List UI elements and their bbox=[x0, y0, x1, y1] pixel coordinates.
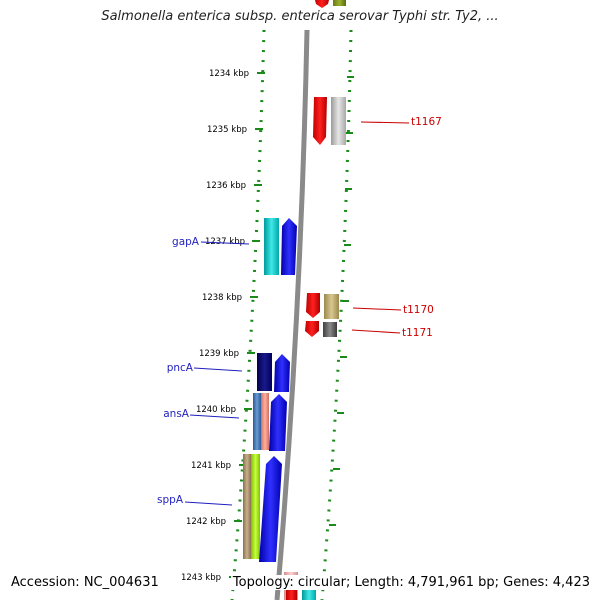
tick-label: 1238 kbp bbox=[202, 293, 242, 303]
gene-feature-red[interactable] bbox=[313, 97, 327, 145]
tick-label: 1239 kbp bbox=[199, 349, 239, 359]
ruler-ticks bbox=[229, 72, 265, 578]
gene-feature-khaki[interactable] bbox=[324, 294, 339, 319]
gene-feature-red[interactable] bbox=[305, 321, 319, 337]
gene-feature-lime[interactable] bbox=[251, 454, 260, 559]
gene-feature-gray[interactable] bbox=[331, 97, 346, 145]
tick-label: 1235 kbp bbox=[207, 125, 247, 135]
leader-lines-right bbox=[351, 121, 410, 334]
tick-label: 1243 kbp bbox=[181, 573, 221, 583]
accession-label: Accession: NC_004631 bbox=[9, 575, 161, 590]
gene-feature-red[interactable] bbox=[286, 590, 297, 600]
tick-label: 1242 kbp bbox=[186, 517, 226, 527]
map-title: Salmonella enterica subsp. enterica sero… bbox=[101, 9, 499, 24]
tick-label: 1237 kbp bbox=[205, 237, 245, 247]
gene-feature-dark-gray[interactable] bbox=[323, 322, 337, 337]
gene-feature-blue[interactable] bbox=[281, 218, 297, 275]
gene-feature-blue[interactable] bbox=[269, 394, 287, 451]
gene-feature-cyan[interactable] bbox=[264, 218, 279, 275]
leader-lines-left bbox=[184, 241, 250, 506]
tick-label: 1240 kbp bbox=[196, 405, 236, 415]
genome-backbone bbox=[274, 29, 310, 600]
right-guide-track bbox=[320, 29, 353, 600]
gene-label-gapA[interactable]: gapA bbox=[172, 236, 200, 248]
gene-feature-salmon[interactable] bbox=[261, 393, 269, 450]
topology-label: Topology: circular; Length: 4,791,961 bp… bbox=[230, 575, 592, 590]
gene-feature-blue[interactable] bbox=[274, 354, 290, 392]
tick-label: 1241 kbp bbox=[191, 461, 231, 471]
gene-feature-blue[interactable] bbox=[259, 456, 282, 562]
gene-label-t1170[interactable]: t1170 bbox=[403, 304, 434, 316]
gene-feature-navy[interactable] bbox=[257, 353, 272, 391]
gene-label-sppA[interactable]: sppA bbox=[157, 494, 184, 506]
gene-label-t1171[interactable]: t1171 bbox=[402, 327, 433, 339]
tick-label: 1234 kbp bbox=[209, 69, 249, 79]
left-guide-track bbox=[230, 29, 266, 600]
gene-feature-red[interactable] bbox=[306, 293, 320, 318]
gene-feature-tan[interactable] bbox=[243, 454, 251, 559]
gene-feature-red[interactable] bbox=[315, 0, 329, 8]
gene-feature-olive[interactable] bbox=[333, 0, 346, 6]
tick-label: 1236 kbp bbox=[206, 181, 246, 191]
right-tick-dashes bbox=[329, 76, 354, 526]
gene-label-pncA[interactable]: pncA bbox=[167, 362, 194, 374]
ruler-labels: 1234 kbp 1235 kbp 1236 kbp 1237 kbp 1238… bbox=[181, 69, 249, 583]
gene-feature-steel[interactable] bbox=[253, 393, 261, 450]
gene-label-t1167[interactable]: t1167 bbox=[411, 116, 442, 128]
gene-label-ansA[interactable]: ansA bbox=[163, 408, 190, 420]
